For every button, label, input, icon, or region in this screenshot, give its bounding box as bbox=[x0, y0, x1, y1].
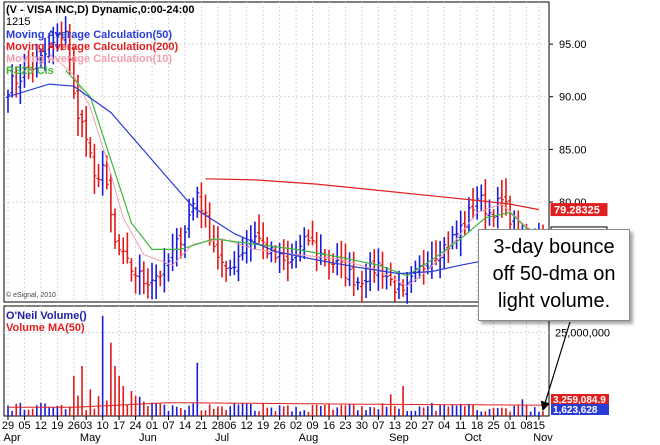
x-tick-label: 21 bbox=[195, 420, 207, 432]
x-tick-label: 20 bbox=[405, 420, 417, 432]
legend-entry: Moving Average Calculation(200) bbox=[6, 41, 179, 53]
x-month-label: Oct bbox=[464, 432, 481, 444]
volume-title: O'Neil Volume() bbox=[6, 310, 87, 322]
x-tick-label: 05 bbox=[18, 420, 30, 432]
price-tick-label: 85.00 bbox=[559, 144, 587, 156]
x-tick-label: 29 bbox=[2, 420, 14, 432]
x-tick-label: 26 bbox=[68, 420, 80, 432]
x-tick-label: 23 bbox=[339, 420, 351, 432]
volume-ma-label: Volume MA(50) bbox=[6, 322, 85, 334]
x-tick-label: 24 bbox=[129, 420, 141, 432]
x-tick-label: 28 bbox=[212, 420, 224, 432]
x-tick-label: 06 bbox=[224, 420, 236, 432]
x-tick-label: 07 bbox=[372, 420, 384, 432]
ma50-line bbox=[7, 83, 540, 275]
x-month-label: Nov bbox=[533, 432, 553, 444]
legend-entry: Moving Average Calculation(50) bbox=[6, 29, 172, 41]
x-month-label: Apr bbox=[4, 432, 21, 444]
rs-line bbox=[65, 69, 540, 277]
volume-tag bbox=[551, 394, 609, 405]
x-tick-label: 30 bbox=[356, 420, 368, 432]
x-tick-label: 25 bbox=[487, 420, 499, 432]
x-month-label: May bbox=[80, 432, 101, 444]
x-tick-label: 12 bbox=[35, 420, 47, 432]
x-tick-label: 11 bbox=[455, 420, 466, 432]
volume-tag-label: 3,259,084.9 bbox=[553, 395, 606, 406]
price-tick-label: 95.00 bbox=[559, 39, 587, 51]
chart-subtitle: 1215 bbox=[6, 16, 30, 28]
price-tick-label: 90.00 bbox=[559, 92, 587, 104]
x-tick-label: 02 bbox=[290, 420, 302, 432]
annotation-callout: 3-day bounce off 50-dma on light volume. bbox=[478, 229, 630, 321]
x-tick-label: 04 bbox=[438, 420, 450, 432]
x-tick-label: 26 bbox=[273, 420, 285, 432]
x-tick-label: 19 bbox=[257, 420, 269, 432]
ma200-line bbox=[205, 178, 540, 211]
copyright-label: © eSignal, 2010 bbox=[6, 291, 56, 299]
x-tick-label: 15 bbox=[533, 420, 545, 432]
x-tick-label: 01 bbox=[146, 420, 158, 432]
legend-entry: Moving Average Calculation(10) bbox=[6, 53, 172, 65]
x-tick-label: 13 bbox=[389, 420, 401, 432]
x-month-label: Sep bbox=[389, 432, 409, 444]
x-tick-label: 10 bbox=[97, 420, 109, 432]
x-tick-label: 07 bbox=[162, 420, 174, 432]
x-tick-label: 18 bbox=[471, 420, 483, 432]
volume-panel bbox=[3, 305, 550, 417]
x-month-label: Aug bbox=[299, 432, 319, 444]
price-tag-label: 79.28325 bbox=[554, 205, 600, 217]
x-tick-label: 16 bbox=[323, 420, 335, 432]
x-tick-label: 12 bbox=[241, 420, 253, 432]
x-month-label: Jul bbox=[215, 432, 229, 444]
x-tick-label: 09 bbox=[306, 420, 318, 432]
volume-tag-label: 1,623,628 bbox=[553, 405, 598, 416]
chart-title: (V - VISA INC,D) Dynamic,0:00-24:00 bbox=[6, 4, 194, 16]
annotation-arrow-volume bbox=[540, 321, 571, 412]
volume-ma-line bbox=[8, 402, 543, 408]
x-tick-label: 27 bbox=[422, 420, 434, 432]
x-tick-label: 19 bbox=[51, 420, 63, 432]
x-tick-label: 17 bbox=[113, 420, 125, 432]
x-tick-label: 08 bbox=[520, 420, 532, 432]
price-tag bbox=[550, 203, 608, 217]
volume-tick-label: 25,000,000 bbox=[555, 328, 610, 340]
annotation-line-2: off 50-dma on bbox=[492, 263, 616, 285]
x-tick-label: 03 bbox=[80, 420, 92, 432]
x-tick-label: 14 bbox=[179, 420, 191, 432]
x-tick-label: 01 bbox=[504, 420, 516, 432]
annotation-line-1: 3-day bounce bbox=[493, 236, 615, 258]
x-month-label: Jun bbox=[139, 432, 157, 444]
volume-tag bbox=[551, 404, 609, 415]
annotation-line-3: light volume. bbox=[497, 290, 611, 312]
legend-entry: RS20 Cls bbox=[6, 65, 54, 77]
